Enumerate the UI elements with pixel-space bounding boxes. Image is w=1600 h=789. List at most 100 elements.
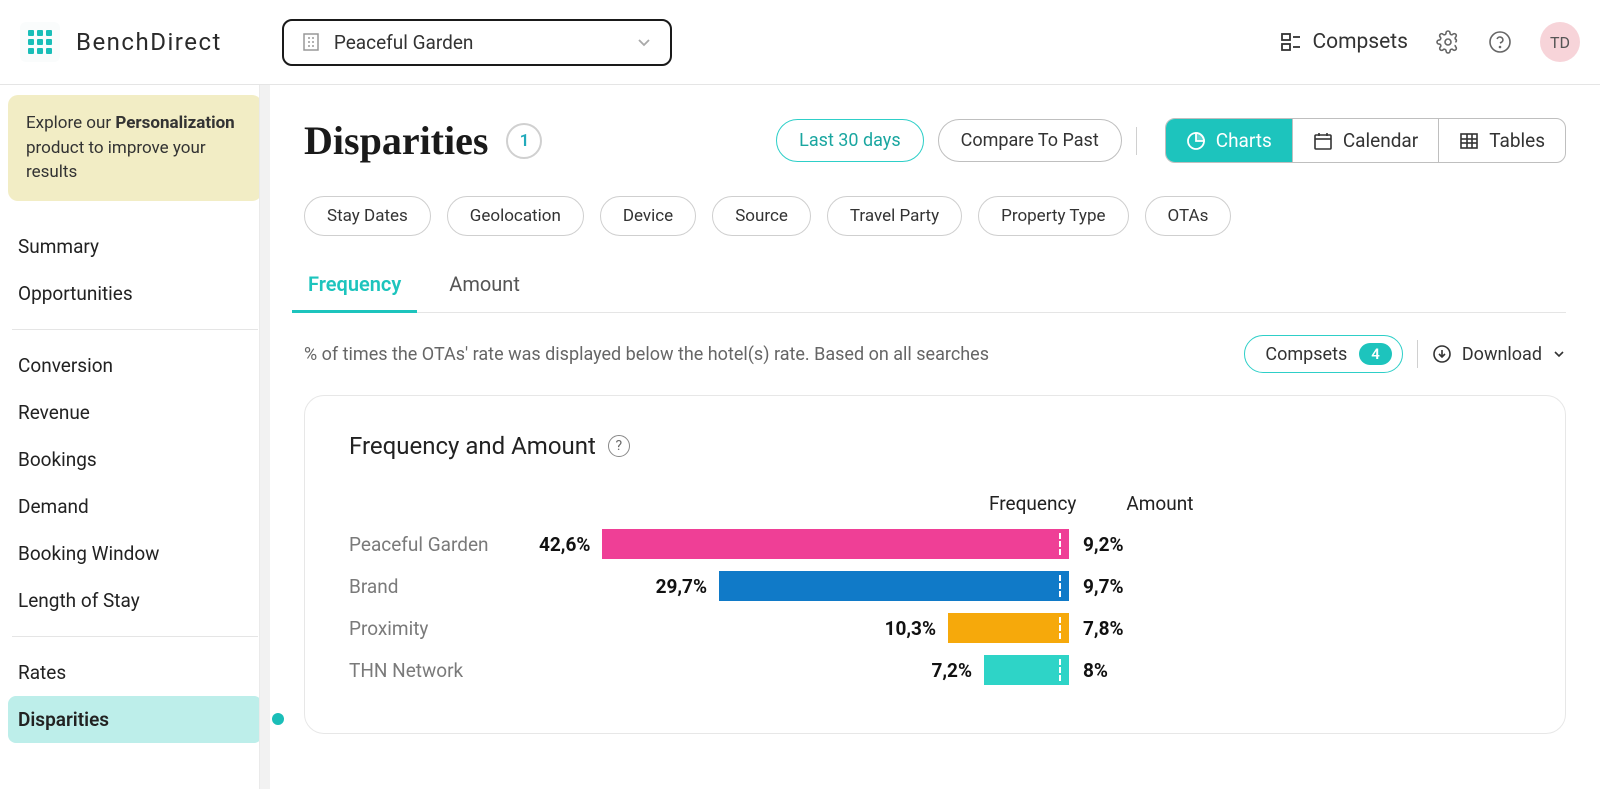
tab-frequency[interactable]: Frequency <box>304 262 405 312</box>
nav-active-indicator <box>272 713 284 725</box>
download-icon <box>1432 344 1452 364</box>
sidebar-item-summary[interactable]: Summary <box>8 223 262 270</box>
chart-amount-value: 8% <box>1069 659 1149 682</box>
sidebar-item-rates[interactable]: Rates <box>8 649 262 696</box>
chart-bar <box>948 613 1069 643</box>
sidebar: Explore our Personalization product to i… <box>0 85 270 789</box>
chart-frequency-value: 10,3% <box>885 617 936 640</box>
chart-bar <box>602 529 1069 559</box>
apps-launcher-icon[interactable] <box>20 22 60 62</box>
compsets-count-badge: 4 <box>1359 343 1392 365</box>
sidebar-item-length-of-stay[interactable]: Length of Stay <box>8 577 262 624</box>
avatar[interactable]: TD <box>1540 22 1580 62</box>
promo-banner[interactable]: Explore our Personalization product to i… <box>8 95 262 201</box>
topbar: BenchDirect Peaceful Garden Compsets TD <box>0 0 1600 85</box>
chart-title-row: Frequency and Amount ? <box>349 432 1521 460</box>
chart-bar-notch <box>1059 617 1061 639</box>
page-count-badge: 1 <box>506 123 542 159</box>
filter-property-type[interactable]: Property Type <box>978 196 1128 236</box>
nav-separator <box>12 329 258 330</box>
filter-otas[interactable]: OTAs <box>1145 196 1232 236</box>
chart-bar-notch <box>1059 575 1061 597</box>
table-icon <box>1459 131 1479 151</box>
settings-icon[interactable] <box>1436 30 1460 54</box>
chart-bar-area: 29,7% <box>539 571 1069 601</box>
subheader: % of times the OTAs' rate was displayed … <box>304 335 1566 373</box>
sidebar-item-revenue[interactable]: Revenue <box>8 389 262 436</box>
chart-help-icon[interactable]: ? <box>608 435 630 457</box>
chart-frequency-value: 29,7% <box>656 575 707 598</box>
chart-row: Peaceful Garden42,6% 9,2% <box>349 529 1521 559</box>
sidebar-item-disparities[interactable]: Disparities <box>8 696 262 743</box>
chart-row: THN Network7,2%8% <box>349 655 1521 685</box>
divider <box>1417 340 1418 368</box>
view-calendar[interactable]: Calendar <box>1292 119 1438 162</box>
page-header: Disparities 1 Last 30 days Compare To Pa… <box>304 117 1566 164</box>
chart-bar <box>984 655 1069 685</box>
promo-text-post: product to improve your results <box>26 138 206 183</box>
chevron-down-icon <box>636 34 652 50</box>
chart-amount-value: 9,2% <box>1069 533 1149 556</box>
sidebar-item-bookings[interactable]: Bookings <box>8 436 262 483</box>
legend-amount: Amount <box>1126 492 1193 515</box>
view-calendar-label: Calendar <box>1343 129 1418 152</box>
filter-travel-party[interactable]: Travel Party <box>827 196 962 236</box>
chart-row-label: Proximity <box>349 617 539 640</box>
chart-bar-area: 10,3% <box>539 613 1069 643</box>
date-range-pill[interactable]: Last 30 days <box>776 119 923 162</box>
filter-geolocation[interactable]: Geolocation <box>447 196 584 236</box>
legend-frequency: Frequency <box>989 492 1076 515</box>
building-icon <box>302 32 320 52</box>
view-tables-label: Tables <box>1489 129 1545 152</box>
view-charts[interactable]: Charts <box>1166 119 1292 162</box>
compsets-link[interactable]: Compsets <box>1280 30 1408 54</box>
chart-row-label: THN Network <box>349 659 539 682</box>
chart-row: Proximity 10,3% 7,8% <box>349 613 1521 643</box>
sidebar-item-opportunities[interactable]: Opportunities <box>8 270 262 317</box>
compsets-link-label: Compsets <box>1312 30 1408 54</box>
download-label: Download <box>1462 344 1542 365</box>
filter-row: Stay Dates Geolocation Device Source Travel … <box>304 196 1566 236</box>
compsets-icon <box>1280 31 1302 53</box>
property-selected-label: Peaceful Garden <box>334 31 636 54</box>
compsets-pill-label: Compsets <box>1265 344 1347 365</box>
avatar-initials: TD <box>1550 33 1570 52</box>
chart-bar-area: 42,6% <box>539 529 1069 559</box>
chart-card: Frequency and Amount ? Frequency Amount … <box>304 395 1566 734</box>
nav-separator <box>12 636 258 637</box>
filter-source[interactable]: Source <box>712 196 811 236</box>
sidebar-item-demand[interactable]: Demand <box>8 483 262 530</box>
chart-legend: Frequency Amount <box>349 492 1521 515</box>
page-title: Disparities <box>304 117 488 164</box>
tab-amount[interactable]: Amount <box>445 262 524 312</box>
chart-bar-area: 7,2% <box>539 655 1069 685</box>
filter-device[interactable]: Device <box>600 196 696 236</box>
chart-amount-value: 7,8% <box>1069 617 1149 640</box>
divider <box>1136 127 1137 155</box>
chart-bar <box>719 571 1069 601</box>
download-button[interactable]: Download <box>1432 344 1566 365</box>
calendar-icon <box>1313 131 1333 151</box>
property-selector[interactable]: Peaceful Garden <box>282 19 672 66</box>
promo-text-pre: Explore our <box>26 113 115 133</box>
chart-bar-notch <box>1059 533 1061 555</box>
view-tables[interactable]: Tables <box>1438 119 1565 162</box>
sidebar-item-conversion[interactable]: Conversion <box>8 342 262 389</box>
chart-description: % of times the OTAs' rate was displayed … <box>304 344 1244 365</box>
chart-amount-value: 9,7% <box>1069 575 1149 598</box>
pie-chart-icon <box>1186 131 1206 151</box>
brand-name: BenchDirect <box>76 28 222 56</box>
chart-frequency-value: 42,6% <box>539 533 590 556</box>
main-content: Disparities 1 Last 30 days Compare To Pa… <box>270 85 1600 789</box>
compare-to-past-pill[interactable]: Compare To Past <box>938 119 1122 162</box>
chart-row-label: Peaceful Garden <box>349 533 539 556</box>
promo-text-bold: Personalization <box>115 113 234 133</box>
tabs: Frequency Amount <box>304 262 1566 313</box>
filter-stay-dates[interactable]: Stay Dates <box>304 196 431 236</box>
view-switcher: Charts Calendar Tables <box>1165 118 1566 163</box>
help-icon[interactable] <box>1488 30 1512 54</box>
compsets-filter-pill[interactable]: Compsets 4 <box>1244 335 1402 373</box>
chart-row: Brand29,7%9,7% <box>349 571 1521 601</box>
chart-bar-notch <box>1059 659 1061 681</box>
sidebar-item-booking-window[interactable]: Booking Window <box>8 530 262 577</box>
